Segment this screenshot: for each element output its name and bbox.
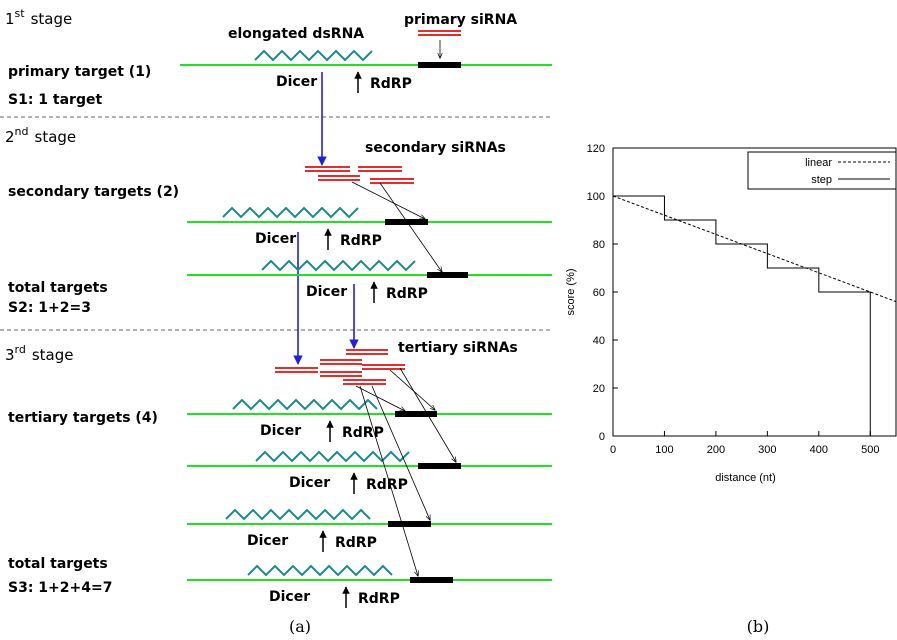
dsrna [255, 450, 410, 463]
label: secondary targets (2) [8, 184, 179, 200]
label: primary target (1) [8, 64, 151, 80]
dsrna [261, 259, 416, 272]
stage-word: stage [35, 128, 77, 146]
stage-number: 2 [5, 128, 15, 146]
y-tick-label: 0 [599, 431, 605, 443]
label: total targets [8, 280, 108, 296]
stage-label: 3rd stage [5, 343, 74, 364]
y-axis-label: score (%) [565, 268, 577, 315]
x-tick-label: 100 [655, 444, 673, 456]
targeting-arrow [359, 385, 418, 576]
y-tick-label: 60 [593, 287, 605, 299]
label: primary siRNA [404, 12, 517, 28]
label: total targets [8, 556, 108, 572]
y-tick-label: 20 [593, 383, 605, 395]
x-axis-label: distance (nt) [715, 472, 776, 484]
stage-ordinal: nd [15, 125, 29, 138]
rdrp-label: RdRP [366, 477, 408, 493]
rdrp-label: RdRP [370, 76, 412, 92]
dsrna [232, 398, 378, 411]
dsrna [225, 508, 371, 521]
label: tertiary siRNAs [398, 340, 518, 356]
dicer-label: Dicer [255, 231, 296, 247]
label: S2: 1+2=3 [8, 300, 91, 316]
rdrp-label: RdRP [386, 286, 428, 302]
x-tick-label: 400 [810, 444, 828, 456]
legend-label: step [811, 174, 832, 186]
stage-label: 2nd stage [5, 125, 76, 146]
targeting-arrow [351, 181, 425, 219]
dicer-label: Dicer [247, 533, 288, 549]
stage-word: stage [32, 346, 74, 364]
rdrp-label: RdRP [340, 233, 382, 249]
targeting-arrow [371, 385, 430, 520]
label: elongated dsRNA [228, 26, 364, 42]
label: S3: 1+2+4=7 [8, 580, 112, 596]
dicer-label: Dicer [276, 74, 317, 90]
stage-ordinal: st [15, 7, 26, 20]
rdrp-label: RdRP [342, 425, 384, 441]
x-tick-label: 200 [707, 444, 725, 456]
y-tick-label: 40 [593, 335, 605, 347]
x-tick-label: 300 [758, 444, 776, 456]
x-tick-label: 500 [861, 444, 879, 456]
caption: (a) [289, 617, 311, 636]
targeting-arrow [399, 367, 456, 462]
rdrp-label: RdRP [358, 591, 400, 607]
label: secondary siRNAs [365, 140, 506, 156]
dsrna [254, 49, 373, 62]
dicer-label: Dicer [289, 475, 330, 491]
legend-box [747, 151, 897, 190]
stage-number: 1 [5, 10, 15, 28]
stage-word: stage [31, 10, 73, 28]
stage-ordinal: rd [15, 343, 26, 356]
dsrna [222, 206, 359, 219]
rdrp-label: RdRP [335, 535, 377, 551]
stage-label: 1st stage [5, 7, 72, 28]
series-line [612, 195, 897, 303]
dicer-label: Dicer [306, 284, 347, 300]
series-line [613, 195, 871, 436]
stage-number: 3 [5, 346, 15, 364]
y-tick-label: 100 [587, 191, 605, 203]
dicer-label: Dicer [269, 589, 310, 605]
caption: (b) [747, 617, 770, 636]
legend-label: linear [805, 157, 832, 169]
targeting-arrow [389, 369, 435, 410]
x-tick-label: 0 [610, 444, 616, 456]
y-tick-label: 120 [587, 143, 605, 155]
dicer-label: Dicer [260, 423, 301, 439]
label: tertiary targets (4) [8, 410, 158, 426]
dsrna [247, 564, 393, 577]
label: S1: 1 target [8, 92, 102, 108]
y-tick-label: 80 [593, 239, 605, 251]
targeting-arrow [379, 182, 442, 272]
targeting-arrow [355, 385, 405, 411]
